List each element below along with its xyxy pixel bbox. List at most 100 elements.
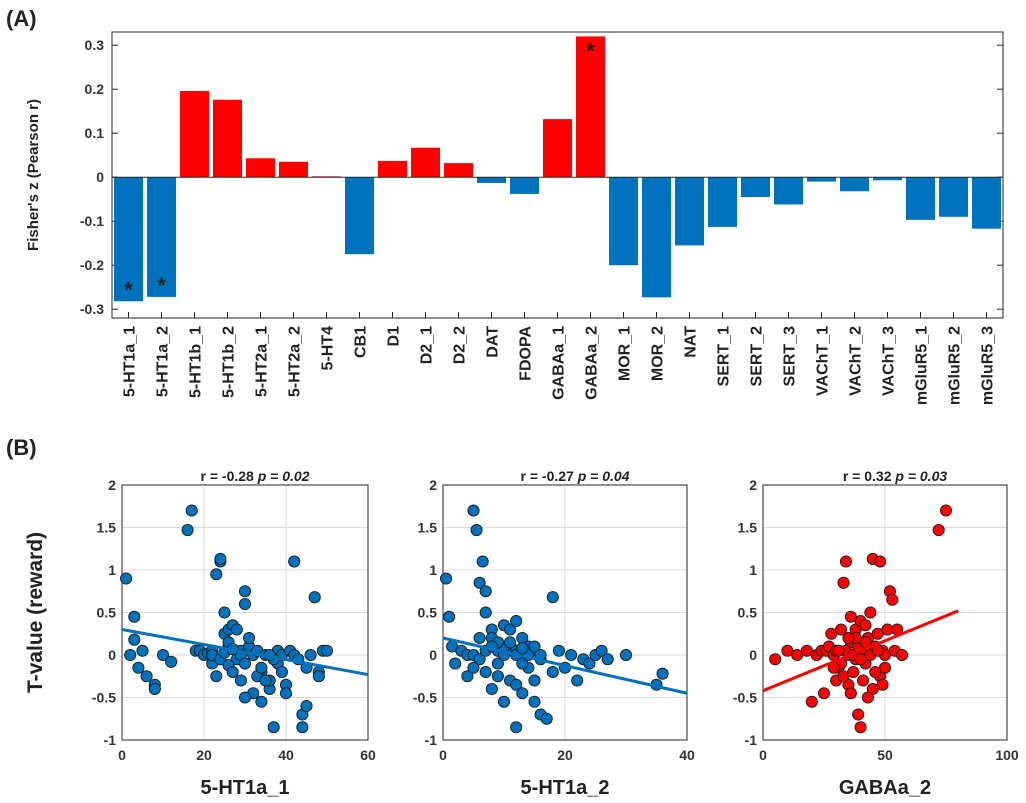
data-point bbox=[516, 642, 529, 655]
bar-MOR_1 bbox=[608, 177, 639, 266]
x-tick-label: 5-HT2a_2 bbox=[287, 326, 304, 397]
x-tick-label: 5-HT4 bbox=[320, 326, 337, 371]
y-tick-label: 0.1 bbox=[85, 125, 105, 141]
data-point bbox=[449, 657, 462, 670]
data-point bbox=[859, 619, 872, 632]
x-tick-label: 50 bbox=[877, 747, 893, 763]
data-point bbox=[120, 572, 133, 585]
data-point bbox=[491, 670, 504, 683]
bar-VAChT_2 bbox=[839, 177, 870, 192]
stat-annotation: r = -0.28 p = 0.02 bbox=[201, 468, 310, 484]
y-tick-label: 0.5 bbox=[97, 605, 117, 621]
x-tick-label: 40 bbox=[679, 747, 695, 763]
data-point bbox=[852, 708, 865, 721]
data-point bbox=[864, 606, 877, 619]
x-tick-label: mGluR5_3 bbox=[980, 326, 997, 405]
data-point bbox=[320, 644, 334, 657]
y-tick-label: -1 bbox=[425, 732, 438, 748]
scatter-plot-5ht1a-2: -1-0.500.511.520 20 405-HT1a_2r = -0.27 p … bbox=[413, 468, 695, 799]
x-tick-label: 0 bbox=[439, 747, 447, 763]
x-tick-label: SERT_2 bbox=[749, 326, 766, 387]
data-point bbox=[856, 674, 870, 687]
bar-5-HT1b_1 bbox=[179, 90, 210, 178]
x-tick-label: D1 bbox=[386, 326, 403, 347]
y-tick-label: 0.2 bbox=[85, 81, 105, 97]
bar-D2_1 bbox=[410, 147, 441, 178]
data-point bbox=[238, 657, 252, 670]
y-axis-label: T-value (reward) bbox=[24, 532, 47, 693]
y-tick-label: 2 bbox=[108, 477, 116, 493]
data-point bbox=[230, 623, 243, 636]
data-point bbox=[844, 687, 857, 700]
x-tick-label: MOR_2 bbox=[650, 326, 667, 381]
data-point bbox=[181, 524, 194, 537]
stat-annotation: r = 0.32 p = 0.03 bbox=[843, 468, 948, 484]
x-tick-label: 60 bbox=[360, 747, 376, 763]
scatter-frame bbox=[762, 484, 1008, 741]
data-point bbox=[124, 648, 137, 662]
y-tick-label: 1.5 bbox=[97, 520, 117, 536]
data-point bbox=[839, 555, 853, 568]
data-point bbox=[308, 591, 321, 604]
data-point bbox=[595, 644, 608, 657]
data-point bbox=[832, 644, 845, 657]
bar-chart: -0.3 -0.2 -0.1 0 0.1 0.2 0.3 Fisher's z (Pearso… bbox=[25, 31, 1004, 405]
x-tick-label: NAT bbox=[683, 326, 700, 358]
y-axis-label: Fisher's z (Pearson r) bbox=[25, 99, 42, 251]
bar-5-HT1a_2 bbox=[146, 177, 177, 297]
data-point bbox=[932, 524, 945, 537]
x-tick-label: 0 bbox=[118, 747, 126, 763]
y-tick-label: -0.5 bbox=[733, 690, 757, 706]
bar-5-HT1a_1 bbox=[113, 177, 144, 302]
y-tick-label: 0.3 bbox=[85, 37, 105, 53]
x-tick-label: 5-HT1a_2 bbox=[155, 326, 172, 397]
data-point bbox=[504, 623, 517, 636]
y-tick-label: 1.5 bbox=[418, 520, 438, 536]
significance-star: * bbox=[157, 273, 166, 298]
fit-line bbox=[442, 636, 688, 695]
data-point bbox=[461, 670, 474, 683]
bar-mGluR5_3 bbox=[971, 177, 1002, 229]
x-tick-label: 20 bbox=[557, 747, 573, 763]
scatter-plot-gabaa-2: -1 -0.5 0 0.5 1 1.5 2 0 50 100 GABAa_2 r = 0.32 p =… bbox=[733, 468, 1019, 799]
data-point bbox=[656, 667, 669, 680]
panel-a-label: (A) bbox=[6, 6, 37, 31]
data-point bbox=[479, 585, 492, 598]
data-point bbox=[312, 670, 325, 683]
fit-line bbox=[121, 628, 369, 677]
data-point bbox=[238, 597, 252, 611]
bar-MOR_2 bbox=[641, 177, 672, 298]
x-tick-label: GABAa_1 bbox=[551, 326, 568, 400]
x-tick-label: VAChT_2 bbox=[848, 326, 865, 396]
bar-SERT_1 bbox=[707, 177, 738, 227]
data-point bbox=[128, 633, 141, 646]
bar-FDOPA bbox=[509, 177, 540, 194]
p-value: p = 0.04 bbox=[577, 468, 630, 484]
data-point bbox=[516, 657, 529, 670]
significance-star: * bbox=[124, 277, 133, 302]
x-tick-label: MOR_1 bbox=[617, 326, 634, 381]
data-point bbox=[565, 648, 578, 662]
x-tick-label: SERT_3 bbox=[782, 326, 799, 387]
data-point bbox=[837, 576, 850, 589]
data-point bbox=[479, 665, 492, 679]
data-point bbox=[467, 504, 480, 517]
x-tick-label: SERT_1 bbox=[716, 326, 733, 387]
data-point bbox=[939, 504, 953, 517]
x-tick-label: 0 bbox=[759, 747, 767, 763]
data-point bbox=[210, 568, 223, 581]
data-point bbox=[528, 674, 541, 687]
data-point bbox=[510, 614, 523, 628]
x-tick-label: 100 bbox=[995, 747, 1019, 763]
x-tick-label: FDOPA bbox=[518, 326, 535, 381]
scatter-plot-5ht1a-1: -1-0.500.511.520 20 40 605-HT1a_1T-value (r… bbox=[24, 468, 376, 799]
data-point bbox=[571, 674, 584, 687]
x-axis-label: 5-HT1a_2 bbox=[521, 777, 610, 799]
data-point bbox=[835, 623, 848, 636]
data-point bbox=[226, 665, 239, 679]
data-point bbox=[243, 631, 256, 645]
y-tick-label: 0.5 bbox=[418, 605, 438, 621]
data-point bbox=[546, 591, 559, 604]
data-point bbox=[132, 661, 145, 674]
